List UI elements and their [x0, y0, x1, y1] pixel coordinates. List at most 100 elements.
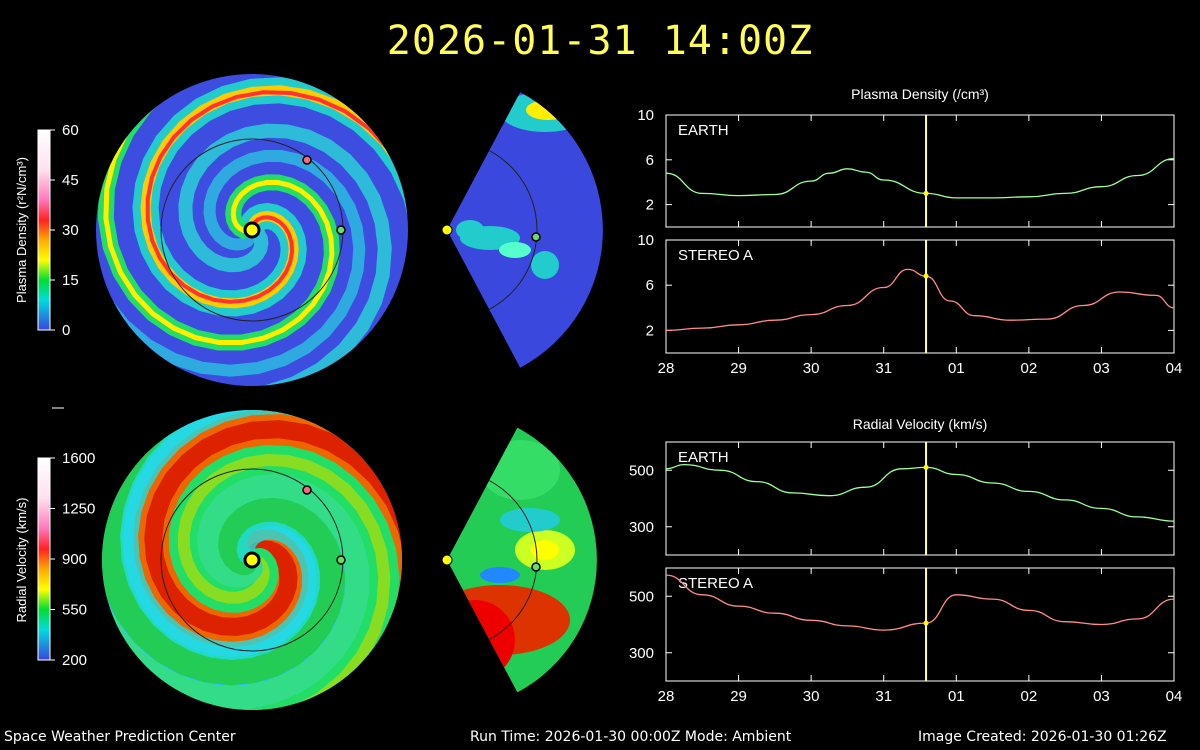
x-tick-label: 29 — [730, 360, 747, 377]
current-value-point — [923, 273, 929, 279]
x-tick-label: 28 — [658, 360, 675, 377]
density-equatorial-stream — [145, 90, 408, 304]
earth-marker — [531, 562, 541, 572]
panel-title: Radial Velocity (km/s) — [853, 416, 988, 432]
footer-organization: Space Weather Prediction Center — [4, 729, 236, 745]
x-tick-label: 29 — [730, 688, 747, 705]
velocity-colorbar-tick-label: 550 — [62, 602, 87, 619]
earth-marker — [336, 555, 346, 565]
y-tick-label: 500 — [629, 462, 654, 479]
sun-marker — [243, 221, 261, 239]
timeseries-panel: Radial Velocity (km/s) EARTH 300 500 — [629, 416, 1175, 556]
y-tick-label: 300 — [629, 645, 654, 662]
earth-marker — [336, 225, 346, 235]
velocity-meridional-earth-orbit — [447, 469, 538, 651]
timeseries-panel: STEREO A 300 500 28 29 30 31 01 02 03 04 — [629, 567, 1183, 705]
velocity-meridional-region — [500, 508, 560, 532]
stereo-a-marker — [302, 485, 312, 495]
density-meridional-earth-orbit — [447, 139, 538, 321]
velocity-equatorial-stream — [144, 420, 402, 636]
current-value-point — [923, 620, 929, 626]
density-meridional-region — [499, 242, 531, 258]
panel-frame — [665, 567, 1175, 682]
x-tick-label: 28 — [658, 688, 675, 705]
density-meridional-region — [531, 251, 559, 279]
y-tick-label: 10 — [637, 232, 654, 249]
panel-label: EARTH — [678, 449, 729, 466]
velocity-colorbar-tick-label: 900 — [62, 551, 87, 568]
series-line — [665, 268, 1175, 332]
panel-frame — [665, 114, 1175, 228]
density-colorbar-tick-label: 45 — [62, 172, 79, 189]
velocity-equatorial-stream — [177, 453, 391, 710]
footer-run-info: Run Time: 2026-01-30 00:00Z Mode: Ambien… — [470, 729, 792, 745]
density-equatorial-stream — [158, 123, 392, 386]
density-equatorial-stream — [96, 150, 366, 377]
x-tick-label: 30 — [803, 360, 820, 377]
density-colorbar-tick-label: 30 — [62, 222, 79, 239]
forecast-time-title: 2026-01-31 14:00Z — [386, 18, 814, 64]
x-tick-label: 02 — [1021, 360, 1038, 377]
velocity-colorbar-tick-label: 200 — [62, 652, 87, 669]
velocity-colorbar-label: Radial Velocity (km/s) — [14, 498, 29, 623]
velocity-colorbar-tick-label: 1600 — [62, 450, 95, 467]
panel-label: STEREO A — [678, 247, 753, 264]
velocity-equatorial-structures — [102, 410, 402, 710]
density-meridional-region — [526, 100, 570, 120]
earth-marker — [531, 232, 541, 242]
x-tick-label: 04 — [1166, 360, 1183, 377]
timeseries-panel: STEREO A 2 6 10 28 29 30 31 01 02 03 04 — [637, 232, 1182, 377]
density-colorbar — [37, 129, 51, 331]
series-line — [665, 463, 1175, 522]
velocity-colorbar-tick-label: 1250 — [62, 501, 95, 518]
velocity-equatorial-stream — [120, 410, 380, 660]
density-meridional-region — [456, 220, 484, 240]
x-tick-label: 31 — [875, 360, 892, 377]
series-line — [665, 158, 1175, 199]
density-colorbar-tick-label: 60 — [62, 122, 79, 139]
x-tick-label: 03 — [1093, 360, 1110, 377]
density-equatorial-structures — [96, 74, 408, 386]
panel-label: EARTH — [678, 122, 729, 139]
sun-marker — [441, 224, 453, 236]
y-tick-label: 2 — [646, 197, 654, 214]
timeseries-panel: Plasma Density (/cm³) EARTH 2 6 10 — [637, 86, 1175, 228]
density-meridional-wedge — [447, 92, 603, 368]
x-tick-label: 03 — [1093, 688, 1110, 705]
y-tick-label: 6 — [646, 152, 654, 169]
velocity-colorbar — [37, 457, 51, 661]
density-equatorial-stream — [103, 74, 335, 345]
panel-frame — [665, 239, 1175, 354]
velocity-meridional-region — [447, 600, 515, 680]
y-tick-label: 6 — [646, 277, 654, 294]
sun-marker — [441, 554, 453, 566]
sun-marker — [243, 551, 261, 569]
velocity-meridional-region — [480, 440, 560, 500]
footer-image-created: Image Created: 2026-01-30 01:26Z — [918, 729, 1167, 745]
x-tick-label: 01 — [948, 360, 965, 377]
x-tick-label: 01 — [948, 688, 965, 705]
current-value-point — [923, 464, 929, 470]
y-tick-label: 2 — [646, 322, 654, 339]
velocity-equatorial-stream — [102, 410, 346, 686]
x-tick-label: 31 — [875, 688, 892, 705]
velocity-meridional-region — [531, 540, 559, 560]
panel-title: Plasma Density (/cm³) — [851, 86, 989, 102]
y-tick-label: 10 — [637, 107, 654, 124]
stereo-a-marker — [302, 155, 312, 165]
current-value-point — [923, 190, 929, 196]
x-tick-label: 02 — [1021, 688, 1038, 705]
y-tick-label: 500 — [629, 588, 654, 605]
panel-label: STEREO A — [678, 575, 753, 592]
density-colorbar-tick-label: 15 — [62, 272, 79, 289]
velocity-meridional-region — [480, 567, 520, 583]
panel-frame — [665, 441, 1175, 556]
density-colorbar-tick-label: 0 — [62, 322, 70, 339]
x-tick-label: 30 — [803, 688, 820, 705]
density-colorbar-label: Plasma Density (r²N/cm³) — [14, 157, 29, 303]
velocity-equatorial-stream — [102, 474, 370, 710]
x-tick-label: 04 — [1166, 688, 1183, 705]
y-tick-label: 300 — [629, 519, 654, 536]
